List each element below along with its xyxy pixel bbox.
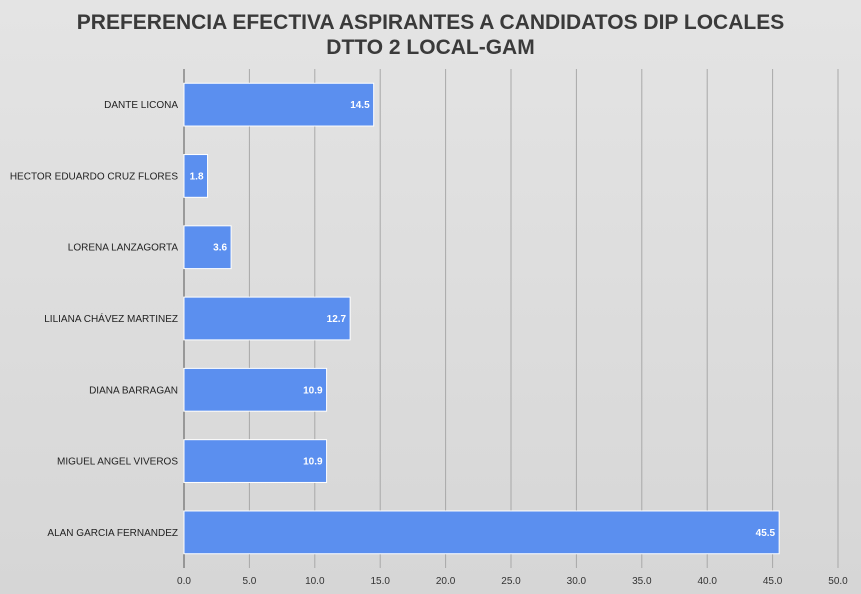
category-label-3: LILIANA CHÁVEZ MARTINEZ: [44, 312, 178, 325]
x-tick-label-10: 50.0: [828, 576, 848, 587]
x-tick-label-8: 40.0: [697, 576, 717, 587]
x-tick-label-9: 45.0: [763, 576, 783, 587]
x-tick-label-5: 25.0: [501, 576, 521, 587]
bar-5: [183, 439, 328, 483]
category-label-0: DANTE LICONA: [104, 100, 178, 111]
data-label-5: 10.9: [303, 457, 323, 468]
bar-3: [183, 296, 351, 341]
data-label-2: 3.6: [213, 243, 227, 254]
bar-2: [183, 225, 232, 270]
bar-4: [183, 367, 328, 412]
x-tick-label-6: 30.0: [567, 576, 587, 587]
chart-title-line-1: PREFERENCIA EFECTIVA ASPIRANTES A CANDID…: [76, 11, 785, 34]
category-label-6: ALAN GARCIA FERNANDEZ: [47, 528, 178, 539]
bar-1: [183, 154, 209, 198]
bar-6: [183, 510, 780, 555]
x-tick-label-2: 10.0: [305, 576, 325, 587]
x-tick-label-4: 20.0: [436, 576, 456, 587]
data-label-6: 45.5: [756, 528, 776, 539]
category-label-1: HECTOR EDUARDO CRUZ FLORES: [10, 171, 178, 182]
chart-title-line-2: DTTO 2 LOCAL-GAM: [326, 36, 535, 59]
x-tick-label-3: 15.0: [370, 576, 390, 587]
data-label-1: 1.8: [190, 171, 204, 182]
data-label-3: 12.7: [327, 314, 347, 325]
category-label-2: LORENA LANZAGORTA: [68, 243, 179, 254]
category-label-5: MIGUEL ANGEL VIVEROS: [57, 457, 178, 468]
data-label-0: 14.5: [350, 100, 370, 111]
x-tick-label-7: 35.0: [632, 576, 652, 587]
x-tick-label-0: 0.0: [177, 576, 191, 587]
x-tick-label-1: 5.0: [242, 576, 256, 587]
bar-0: [183, 82, 375, 127]
data-label-4: 10.9: [303, 385, 323, 396]
category-label-4: DIANA BARRAGAN: [89, 385, 178, 396]
